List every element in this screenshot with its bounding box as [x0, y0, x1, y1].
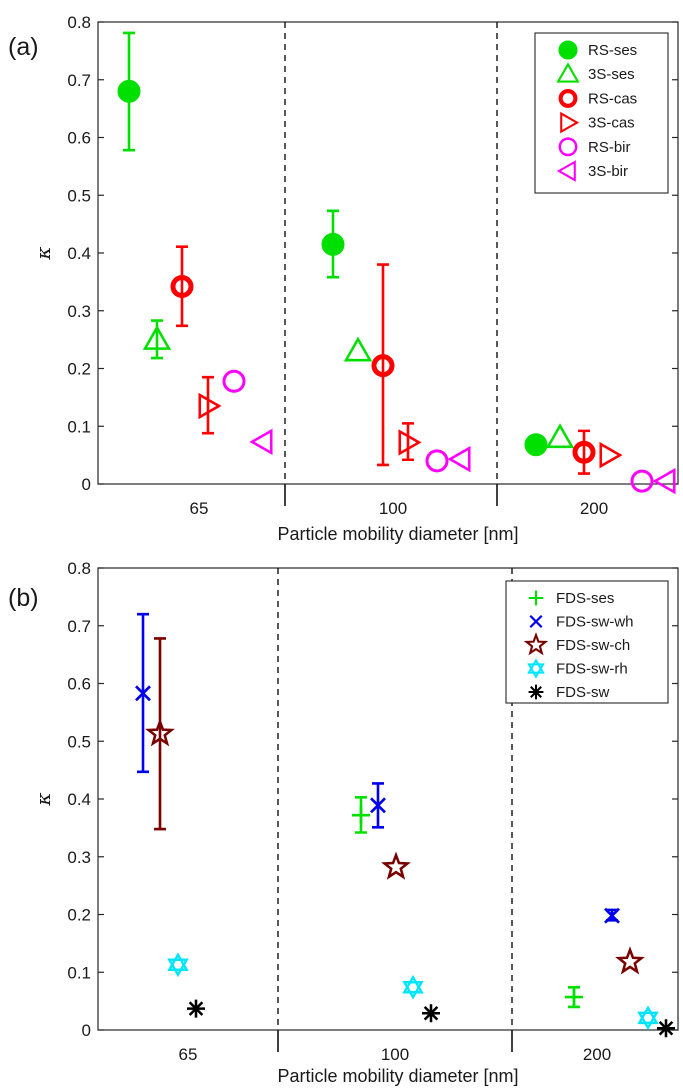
legend-marker	[527, 658, 545, 674]
x-category-label: 100	[379, 499, 407, 518]
y-tick-label: 0.2	[67, 360, 91, 379]
data-point-rs-bir	[425, 449, 449, 473]
data-point-fds-sw	[187, 999, 205, 1018]
data-point-rs-bir	[630, 469, 654, 493]
data-point-fds-sw-rh	[402, 974, 424, 994]
legend-marker	[558, 88, 578, 108]
legend-entry: RS-ses	[588, 42, 637, 59]
legend-marker	[523, 632, 549, 656]
panel-a: 0 0.1 0.2 0.3 0.4 0.5 0.6 0.7 0.8 65 100 200 Particl…	[8, 13, 679, 544]
x-category-label: 100	[381, 1045, 409, 1064]
error-bar	[578, 429, 590, 475]
data-point-fds-sw-rh	[167, 952, 189, 971]
data-point-3s-bir	[447, 445, 471, 473]
x-category-label: 65	[179, 1045, 198, 1064]
legend-entry: 3S-cas	[588, 115, 635, 132]
data-point-3s-cas	[398, 429, 422, 456]
data-point-3s-cas	[198, 392, 222, 420]
legend-entry: RS-cas	[588, 90, 637, 107]
data-point-fds-sw-ch	[381, 851, 411, 880]
data-point-rs-ses	[321, 232, 345, 256]
legend-marker	[528, 590, 544, 606]
error-bar	[176, 245, 188, 328]
legend-entry: FDS-sw-rh	[556, 661, 628, 678]
panel-label: (b)	[8, 584, 39, 612]
x-category-label: 65	[190, 499, 209, 518]
x-axis-label: Particle mobility diameter [nm]	[277, 1066, 518, 1086]
legend-entry: 3S-ses	[588, 66, 635, 83]
data-point-fds-sw	[657, 1019, 675, 1038]
legend-marker	[560, 111, 580, 134]
legend-entry: FDS-ses	[556, 590, 614, 607]
y-tick-label: 0.5	[67, 186, 91, 205]
y-tick-label: 0.4	[67, 244, 91, 263]
error-bar	[154, 637, 166, 831]
legend-entry: 3S-bir	[588, 163, 628, 180]
legend-marker	[528, 684, 544, 700]
legend-marker	[527, 663, 545, 679]
data-point-3s-bir	[249, 428, 273, 456]
panel-label: (a)	[8, 33, 39, 61]
y-tick-label: 0.8	[67, 559, 91, 578]
data-point-fds-sw-rh	[167, 958, 189, 978]
error-bar	[402, 422, 414, 462]
y-tick-label: 0.1	[67, 963, 91, 982]
data-point-fds-sw-ch	[615, 946, 645, 975]
y-tick-label: 0.7	[67, 617, 91, 636]
y-tick-label: 0.5	[67, 732, 91, 751]
data-point-fds-sw-rh	[402, 981, 424, 1000]
y-axis-label: κ	[31, 246, 55, 260]
data-point-rs-cas	[371, 354, 395, 378]
data-point-3s-ses	[545, 423, 575, 449]
legend-entry: FDS-sw-ch	[556, 637, 630, 654]
error-bar	[202, 375, 214, 435]
legend-entry: RS-bir	[588, 139, 631, 156]
y-tick-label: 0.3	[67, 848, 91, 867]
legend-marker	[529, 614, 543, 629]
y-tick-label: 0.4	[67, 790, 91, 809]
data-point-rs-bir	[222, 369, 246, 393]
data-point-fds-ses	[565, 988, 583, 1007]
data-point-fds-sw-rh	[637, 1005, 659, 1025]
y-tick-label: 0.6	[67, 129, 91, 148]
data-point-3s-bir	[652, 467, 676, 495]
y-tick-label: 0.6	[67, 675, 91, 694]
data-point-fds-sw-ch	[145, 718, 175, 747]
y-axis-label: κ	[31, 792, 55, 806]
data-point-fds-sw-rh	[637, 1011, 659, 1031]
error-bar	[377, 263, 389, 467]
legend-marker	[556, 62, 580, 83]
x-category-label: 200	[583, 1045, 611, 1064]
data-point-rs-ses	[524, 433, 548, 457]
legend-entry: FDS-sw	[556, 684, 609, 701]
data-point-rs-cas	[572, 440, 596, 464]
data-point-rs-ses	[117, 79, 141, 103]
legend-entry: FDS-sw-wh	[556, 614, 634, 631]
y-tick-label: 0.8	[67, 13, 91, 32]
data-point-fds-sw-wh	[135, 685, 151, 702]
y-tick-label: 0.2	[67, 906, 91, 925]
data-point-3s-ses	[142, 325, 172, 350]
panel-b: 0 0.1 0.2 0.3 0.4 0.5 0.6 0.7 0.8 65 100 200 Particl…	[8, 559, 679, 1086]
y-tick-label: 0	[82, 475, 91, 494]
x-category-label: 200	[580, 499, 608, 518]
data-point-fds-sw-wh	[370, 797, 386, 814]
legend-marker	[558, 137, 578, 157]
data-point-3s-ses	[343, 336, 373, 362]
y-tick-label: 0.1	[67, 417, 91, 436]
data-point-rs-cas	[170, 274, 194, 298]
data-point-fds-ses	[352, 806, 370, 825]
legend-marker	[558, 40, 578, 60]
y-tick-label: 0.7	[67, 71, 91, 90]
y-tick-label: 0.3	[67, 302, 91, 321]
legend-box	[534, 32, 669, 194]
data-point-fds-sw-wh	[604, 907, 620, 924]
y-tick-label: 0	[82, 1021, 91, 1040]
data-point-fds-sw	[422, 1004, 440, 1023]
x-axis-label: Particle mobility diameter [nm]	[277, 524, 518, 544]
legend-marker	[556, 160, 576, 182]
data-point-3s-cas	[599, 441, 623, 469]
